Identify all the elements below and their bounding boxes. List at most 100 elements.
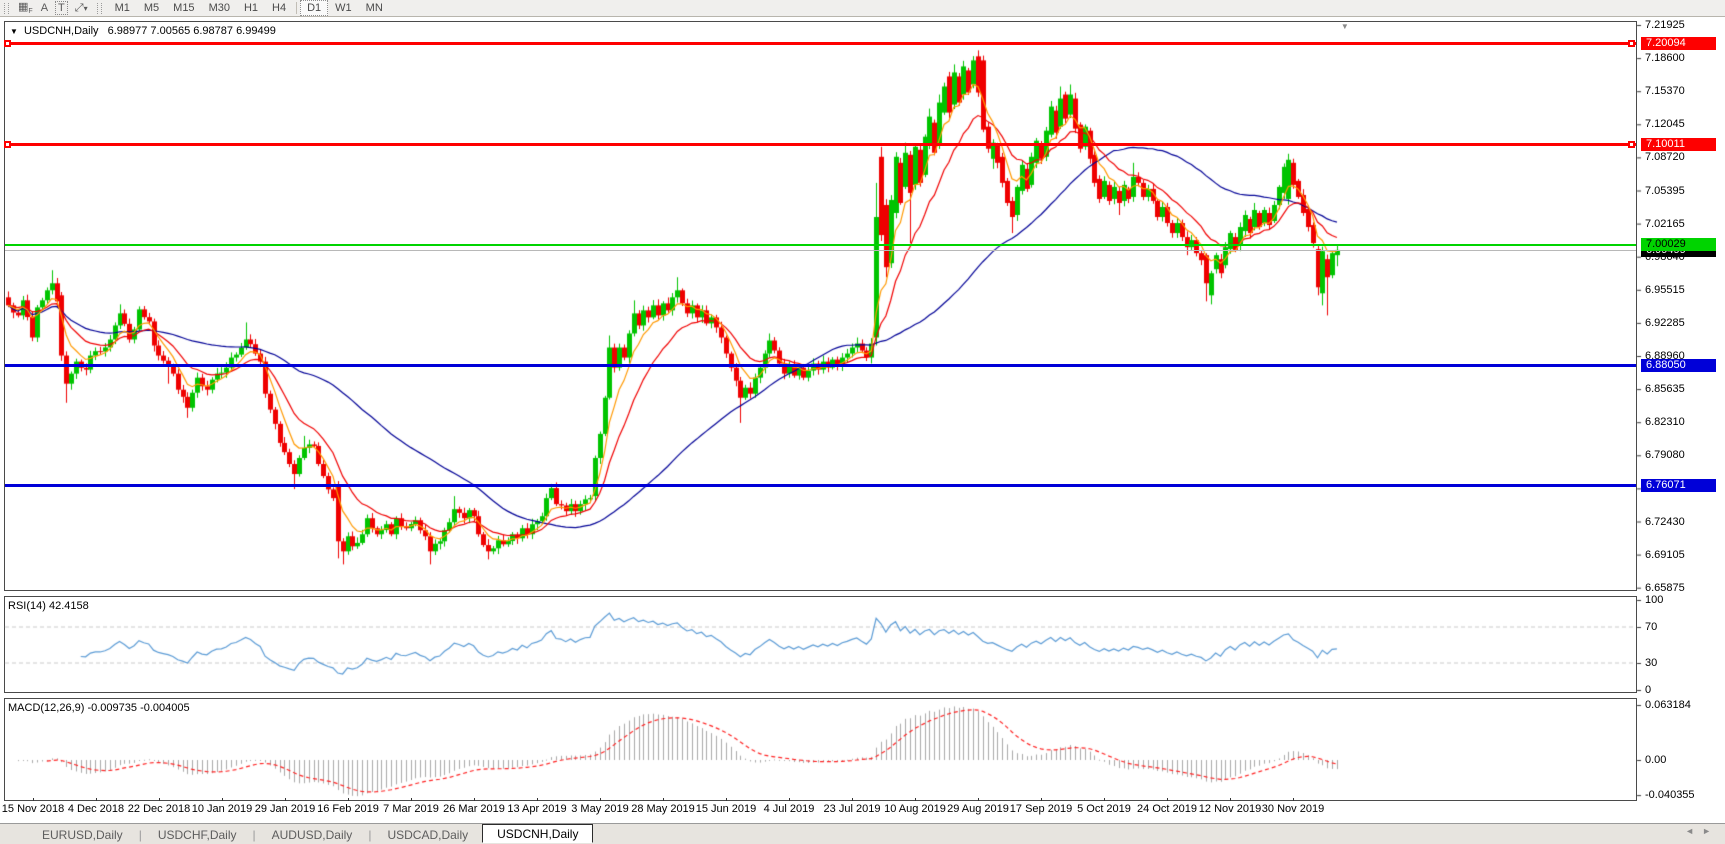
timeframe-button-w1[interactable]: W1 bbox=[335, 2, 352, 14]
date-axis-tick bbox=[474, 798, 475, 801]
date-axis-label: 24 Oct 2019 bbox=[1137, 803, 1197, 815]
price-axis-tick: 6.92285 bbox=[1645, 316, 1685, 329]
date-axis-tick bbox=[159, 798, 160, 801]
horizontal-level-line[interactable] bbox=[5, 41, 1636, 45]
date-axis-label: 16 Feb 2019 bbox=[317, 803, 379, 815]
price-axis-tick: 6.65875 bbox=[1645, 581, 1685, 594]
cursor-mode-icon[interactable]: ⤢▾ bbox=[74, 1, 88, 14]
collapse-arrow-icon[interactable]: ▼ bbox=[10, 27, 18, 36]
price-axis-tick: 7.15370 bbox=[1645, 85, 1685, 98]
chart-symbol-title[interactable]: ▼ USDCNH,Daily 6.98977 7.00565 6.98787 6… bbox=[10, 25, 276, 37]
price-axis-tick: 7.18600 bbox=[1645, 52, 1685, 65]
date-axis-label: 13 Apr 2019 bbox=[507, 803, 567, 815]
date-axis-label: 4 Dec 2018 bbox=[67, 803, 125, 815]
date-axis-label: 3 May 2019 bbox=[571, 803, 629, 815]
date-axis-tick bbox=[348, 798, 349, 801]
timeframe-button-group: M1 M5 M15 M30 H1 H4 D1 W1 MN bbox=[108, 0, 390, 16]
chart-tab-usdcnh[interactable]: USDCNH,Daily bbox=[482, 824, 594, 843]
macd-axis-tick: 0.063184 bbox=[1645, 699, 1691, 712]
price-axis-tick: 6.95515 bbox=[1645, 283, 1685, 296]
level-line-handle[interactable] bbox=[4, 39, 11, 47]
date-axis-label: 4 Jul 2019 bbox=[763, 803, 815, 815]
level-price-badge: 7.00029 bbox=[1641, 238, 1716, 252]
macd-axis-tick: 0.00 bbox=[1645, 754, 1667, 766]
date-axis-label: 28 May 2019 bbox=[631, 803, 695, 815]
date-axis-tick bbox=[1104, 798, 1105, 801]
rsi-axis-tick: 0 bbox=[1645, 684, 1652, 696]
price-axis-tick: 7.12045 bbox=[1645, 118, 1685, 131]
price-axis-tick: 7.05395 bbox=[1645, 184, 1685, 197]
horizontal-level-line[interactable] bbox=[5, 143, 1636, 147]
rsi-label: RSI(14) 42.4158 bbox=[8, 600, 89, 612]
ohlc-values: 6.98977 7.00565 6.98787 6.99499 bbox=[107, 25, 276, 37]
level-price-badge: 6.88050 bbox=[1641, 358, 1716, 372]
level-line-handle[interactable] bbox=[1628, 39, 1635, 47]
text-box-tool-icon[interactable]: T bbox=[55, 1, 68, 15]
date-axis-tick bbox=[1293, 798, 1294, 801]
rsi-axis-tick: 70 bbox=[1645, 621, 1658, 633]
scroll-left-icon[interactable]: ◄ bbox=[1685, 826, 1703, 836]
date-axis-label: 7 Mar 2019 bbox=[383, 803, 439, 815]
chart-grid-icon[interactable]: ▦F bbox=[18, 1, 33, 16]
level-price-badge: 7.10011 bbox=[1641, 138, 1716, 152]
chart-tab-audusd[interactable]: AUDUSD,Daily bbox=[271, 827, 353, 842]
chart-tab-usdcad[interactable]: USDCAD,Daily bbox=[387, 827, 469, 842]
macd-label: MACD(12,26,9) -0.009735 -0.004005 bbox=[8, 702, 190, 714]
date-axis-tick bbox=[285, 798, 286, 801]
date-axis-tick bbox=[600, 798, 601, 801]
price-axis-tick: 6.79080 bbox=[1645, 449, 1685, 462]
timeframe-button-h4[interactable]: H4 bbox=[272, 2, 287, 14]
date-axis-label: 15 Nov 2018 bbox=[1, 803, 65, 815]
timeframe-button-m5[interactable]: M5 bbox=[143, 2, 160, 14]
tab-separator: | bbox=[252, 827, 256, 842]
date-axis-tick bbox=[537, 798, 538, 801]
date-axis-tick bbox=[663, 798, 664, 801]
chart-tab-eurusd[interactable]: EURUSD,Daily bbox=[42, 827, 123, 842]
toolbar-drag-handle[interactable] bbox=[96, 2, 102, 14]
chart-shift-marker-icon: ▼ bbox=[1340, 22, 1349, 31]
date-axis-tick bbox=[1041, 798, 1042, 801]
price-axis-tick: 6.69105 bbox=[1645, 548, 1685, 561]
chart-tab-bar: EURUSD,Daily | USDCHF,Daily | AUDUSD,Daily | U… bbox=[0, 823, 1725, 844]
date-axis-label: 17 Sep 2019 bbox=[1009, 803, 1073, 815]
tab-scroll-arrows[interactable]: ◄► bbox=[1685, 826, 1719, 836]
timeframe-button-m1[interactable]: M1 bbox=[114, 2, 130, 14]
tab-separator: | bbox=[368, 827, 372, 842]
timeframe-button-m15[interactable]: M15 bbox=[173, 2, 195, 14]
toolbar-separator bbox=[296, 2, 298, 14]
level-line-handle[interactable] bbox=[4, 141, 11, 149]
date-axis-tick bbox=[1167, 798, 1168, 801]
current-price-line bbox=[5, 250, 1636, 252]
date-axis-tick bbox=[411, 798, 412, 801]
price-axis-tick: 7.02165 bbox=[1645, 217, 1685, 230]
date-axis-tick bbox=[726, 798, 727, 801]
horizontal-level-line[interactable] bbox=[5, 243, 1636, 246]
level-price-badge: 7.20094 bbox=[1641, 36, 1716, 50]
level-price-badge: 6.76071 bbox=[1641, 478, 1716, 492]
date-axis-label: 5 Oct 2019 bbox=[1077, 803, 1131, 815]
timeframe-button-h1[interactable]: H1 bbox=[243, 2, 259, 14]
date-axis-label: 15 Jun 2019 bbox=[695, 803, 757, 815]
horizontal-level-line[interactable] bbox=[5, 483, 1636, 487]
tab-separator: | bbox=[138, 827, 142, 842]
timeframe-button-mn[interactable]: MN bbox=[365, 2, 383, 14]
date-axis-tick bbox=[789, 798, 790, 801]
date-axis-tick bbox=[852, 798, 853, 801]
date-axis-tick bbox=[1230, 798, 1231, 801]
price-axis-tick: 7.08720 bbox=[1645, 151, 1685, 164]
text-label-tool-icon[interactable]: A bbox=[40, 2, 49, 14]
date-axis-label: 26 Mar 2019 bbox=[443, 803, 505, 815]
date-axis-tick bbox=[33, 798, 34, 801]
price-axis-tick: 6.72430 bbox=[1645, 515, 1685, 528]
level-line-handle[interactable] bbox=[1628, 141, 1635, 149]
chevron-down-icon: ▾ bbox=[83, 3, 88, 13]
toolbar-drag-handle[interactable] bbox=[4, 2, 9, 14]
timeframe-button-m30[interactable]: M30 bbox=[208, 2, 230, 14]
timeframe-button-d1[interactable]: D1 bbox=[300, 0, 329, 16]
date-axis-label: 29 Jan 2019 bbox=[254, 803, 316, 815]
chart-tab-usdchf[interactable]: USDCHF,Daily bbox=[157, 827, 237, 842]
horizontal-level-line[interactable] bbox=[5, 363, 1636, 367]
rsi-axis-tick: 30 bbox=[1645, 657, 1658, 669]
scroll-right-icon[interactable]: ► bbox=[1702, 826, 1719, 836]
